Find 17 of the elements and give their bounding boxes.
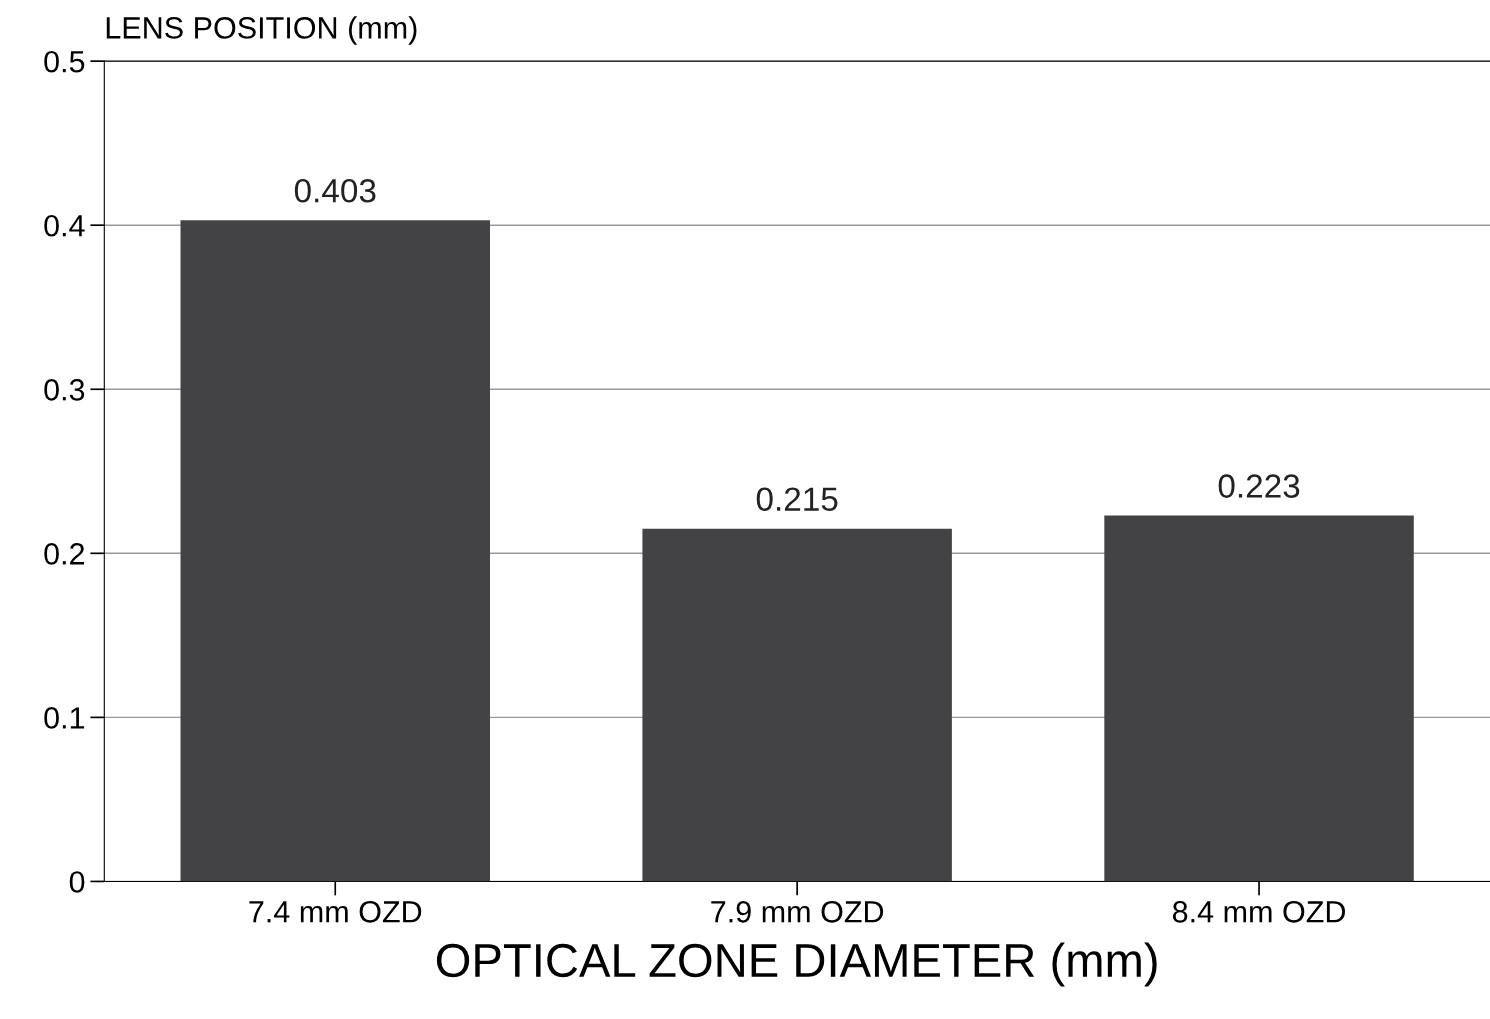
y-tick-label: 0.4	[44, 214, 85, 237]
x-tick-label: 7.4 mm OZD	[249, 900, 422, 923]
data-label: 0.223	[1218, 474, 1300, 498]
data-label: 0.403	[294, 178, 376, 203]
y-tick-label: 0	[69, 871, 85, 893]
x-axis-title: OPTICAL ZONE DIAMETER (mm)	[436, 942, 1157, 987]
bar	[1104, 515, 1414, 882]
y-tick-label: 0.5	[44, 50, 85, 73]
y-axis-title: LENS POSITION (mm)	[106, 16, 417, 45]
bar	[180, 220, 490, 882]
y-tick-label: 0.1	[44, 707, 85, 729]
x-tick-label: 8.4 mm OZD	[1172, 900, 1346, 923]
x-tick-label: 7.9 mm OZD	[711, 900, 884, 923]
bar	[642, 528, 952, 882]
y-tick-label: 0.2	[44, 543, 85, 565]
data-label: 0.215	[756, 487, 838, 512]
y-tick-label: 0.3	[44, 378, 85, 401]
